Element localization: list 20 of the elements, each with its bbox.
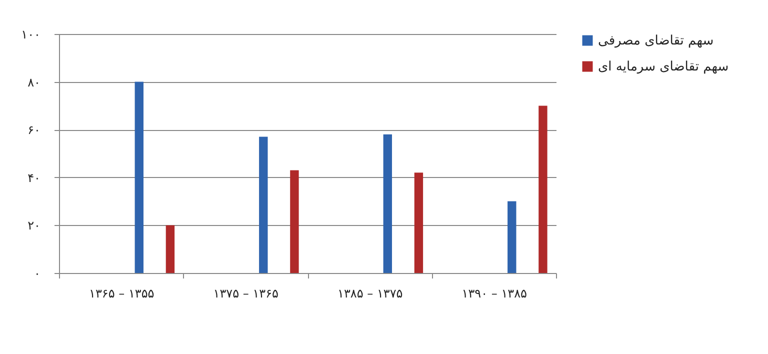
y-tick-label: ۸۰ (28, 75, 40, 90)
y-tick-label: ۰ (34, 266, 40, 280)
bar (538, 106, 548, 273)
bar (290, 170, 299, 273)
y-tick-label: ۶۰ (28, 123, 40, 138)
legend-label: سهم تقاضای مصرفی (598, 34, 714, 48)
x-tick-label: ۱۳۷۵ – ۱۳۶۵ (213, 286, 278, 300)
y-tick-label: ۴۰ (28, 170, 40, 185)
y-tick-label: ۱۰۰ (21, 28, 40, 42)
y-tick-label: ۲۰ (28, 218, 40, 233)
bar (383, 134, 392, 273)
bar (166, 225, 175, 273)
bar (414, 172, 424, 273)
bar (259, 136, 268, 273)
bar (134, 82, 144, 273)
x-tick-label: ۱۳۶۵ – ۱۳۵۵ (89, 286, 154, 300)
legend-label: سهم تقاضای سرمایه ای (598, 60, 729, 74)
bar (508, 201, 516, 273)
x-tick-label: ۱۳۸۵ – ۱۳۷۵ (338, 286, 403, 300)
x-tick-label: ۱۳۹۰ – ۱۳۸۵ (462, 286, 527, 300)
